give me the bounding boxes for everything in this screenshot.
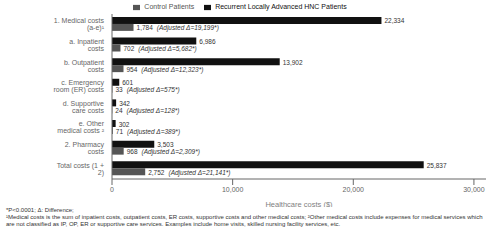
svg-text:13,902: 13,902 xyxy=(283,58,303,65)
svg-text:1,784(Adjusted Δ=19,199*): 1,784(Adjusted Δ=19,199*) xyxy=(137,24,219,32)
svg-text:71(Adjusted Δ=389*): 71(Adjusted Δ=389*) xyxy=(116,127,180,135)
svg-text:24(Adjusted Δ=128*): 24(Adjusted Δ=128*) xyxy=(115,106,179,114)
svg-text:d. Supportivecare costs: d. Supportivecare costs xyxy=(63,100,105,114)
svg-text:Healthcare costs ($): Healthcare costs ($) xyxy=(265,200,333,207)
svg-text:10,000: 10,000 xyxy=(222,186,244,193)
svg-text:302: 302 xyxy=(119,120,130,127)
svg-text:a. Inpatientcosts: a. Inpatientcosts xyxy=(69,38,104,52)
svg-text:Total costs (1 +2): Total costs (1 +2) xyxy=(57,162,104,177)
svg-text:2,752(Adjusted Δ=21,141*): 2,752(Adjusted Δ=21,141*) xyxy=(148,168,230,176)
svg-text:3,503: 3,503 xyxy=(157,141,174,148)
svg-text:342: 342 xyxy=(119,99,130,106)
svg-text:1. Medical costs(a-e)¹: 1. Medical costs(a-e)¹ xyxy=(54,17,105,32)
svg-text:968(Adjusted Δ=2,309*): 968(Adjusted Δ=2,309*) xyxy=(127,148,200,156)
svg-text:20,000: 20,000 xyxy=(343,186,365,193)
svg-text:22,334: 22,334 xyxy=(384,17,404,24)
svg-text:b. Outpatientcosts: b. Outpatientcosts xyxy=(64,59,105,73)
svg-text:2. Pharmacycosts: 2. Pharmacycosts xyxy=(65,141,105,155)
html-text:Recurrent Locally Advanced HNC: Recurrent Locally Advanced HNC Patients xyxy=(215,3,347,10)
svg-text:30,000: 30,000 xyxy=(463,186,485,193)
html-text:are not classified as IP, OP,: are not classified as IP, OP, ER or supp… xyxy=(6,221,341,227)
html-text:¹Medical costs is the sum of i: ¹Medical costs is the sum of inpatient c… xyxy=(6,214,483,220)
svg-text:c. Emergencyroom (ER) costs: c. Emergencyroom (ER) costs xyxy=(53,79,104,94)
svg-text:6,986: 6,986 xyxy=(199,38,216,45)
html-text:*P<0.0001; Δ: Difference;: *P<0.0001; Δ: Difference; xyxy=(6,207,74,213)
svg-text:33(Adjusted Δ=575*): 33(Adjusted Δ=575*) xyxy=(115,86,179,94)
svg-text:601: 601 xyxy=(122,79,133,86)
svg-text:e. Othermedical costs ²: e. Othermedical costs ² xyxy=(57,120,104,134)
svg-text:25,837: 25,837 xyxy=(427,161,447,168)
svg-text:0: 0 xyxy=(110,186,114,193)
svg-text:702(Adjusted Δ=5,682*): 702(Adjusted Δ=5,682*) xyxy=(123,45,196,53)
html-text:Control Patients: Control Patients xyxy=(144,3,195,10)
svg-text:954(Adjusted Δ=12,323*): 954(Adjusted Δ=12,323*) xyxy=(127,65,204,73)
